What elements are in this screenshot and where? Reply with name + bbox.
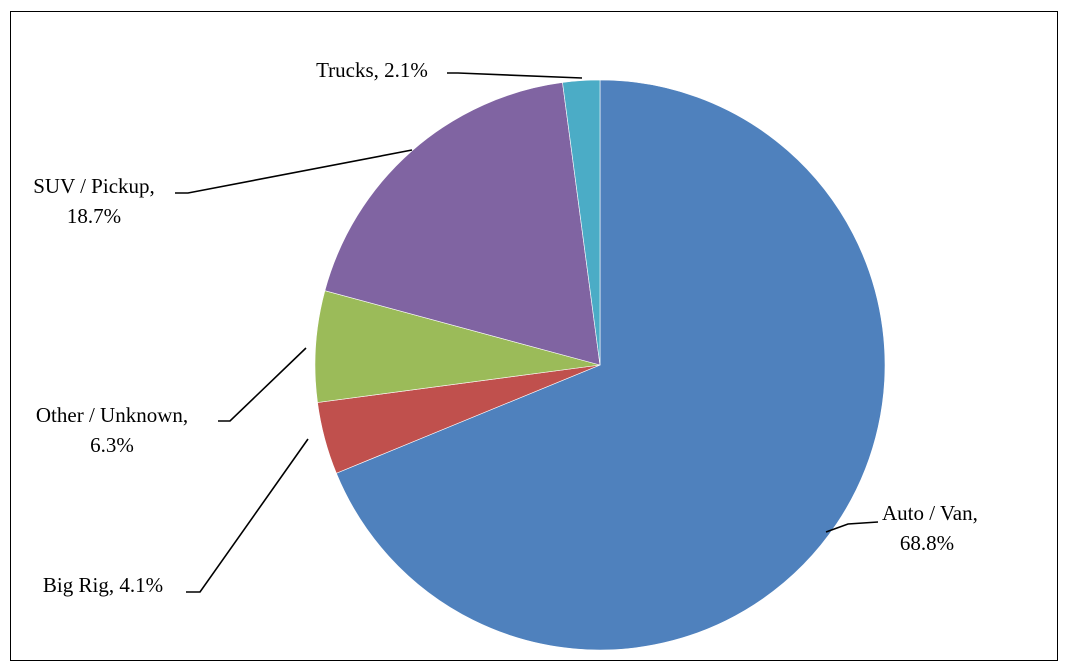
leader-line-auto-van (825, 521, 879, 533)
leader-line-other-unknown (218, 347, 307, 422)
data-label-suv-pickup-value: 18.7% (67, 204, 121, 228)
data-label-other-unknown: Other / Unknown, (36, 403, 188, 427)
pie-slice-trucks (562, 79, 601, 366)
leader-lines-layer (175, 72, 879, 593)
leader-line-big-rig (186, 438, 309, 593)
data-label-big-rig: Big Rig, 4.1% (43, 573, 163, 597)
slices-layer (314, 79, 886, 651)
labels-layer: Auto / Van, 68.8% Big Rig, 4.1% Other / Unk… (33, 58, 978, 597)
pie-slice-suv-pickup (324, 82, 601, 366)
pie-slice-auto-van (335, 79, 886, 651)
data-label-trucks: Trucks, 2.1% (316, 58, 428, 82)
leader-line-suv-pickup (175, 149, 413, 194)
data-label-other-unknown-value: 6.3% (90, 433, 134, 457)
pie-slice-other-unknown (314, 290, 601, 403)
leader-line-trucks (447, 72, 583, 79)
data-label-auto-van: Auto / Van, (882, 501, 978, 525)
data-label-auto-van-value: 68.8% (900, 531, 954, 555)
data-label-suv-pickup: SUV / Pickup, (33, 174, 155, 198)
